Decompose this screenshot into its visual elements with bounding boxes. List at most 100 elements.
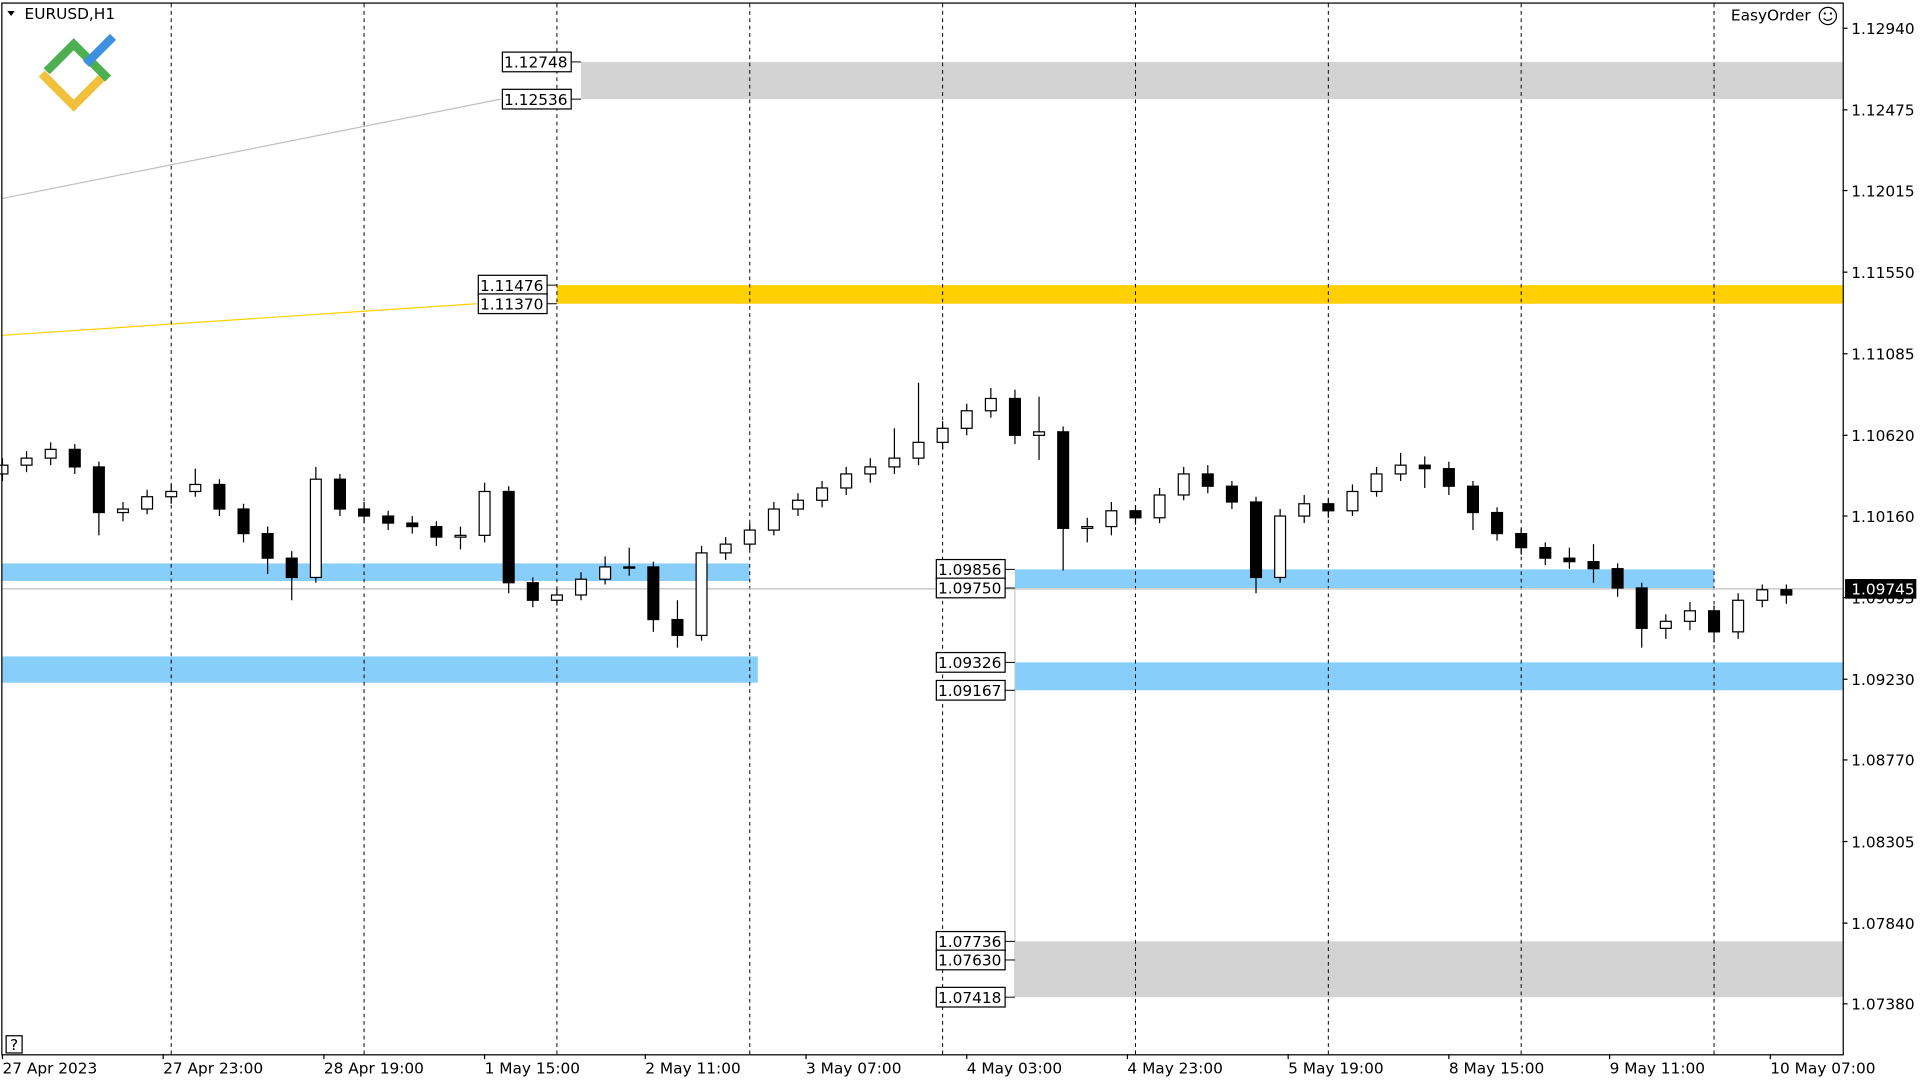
- candle-body: [719, 543, 732, 554]
- candle-body: [1346, 490, 1359, 512]
- x-tick-label: 5 May 19:00: [1288, 1059, 1383, 1077]
- candle-body: [1732, 599, 1745, 633]
- candle-body: [1274, 515, 1287, 579]
- candle-body: [1539, 547, 1552, 559]
- y-tick-label: 1.11085: [1851, 345, 1914, 363]
- plot-frame: [1, 2, 1844, 1056]
- candle-body: [671, 618, 684, 636]
- y-tick-label: 1.12475: [1851, 102, 1914, 120]
- candle-body: [864, 466, 877, 475]
- zone-price-label-box: [501, 51, 572, 73]
- x-tick-label: 4 May 03:00: [967, 1059, 1062, 1077]
- y-tick-label: 1.07840: [1851, 915, 1914, 933]
- candle-body: [1708, 610, 1721, 633]
- zone-price-label: 1.11370: [480, 295, 543, 313]
- candle-body: [1587, 561, 1600, 570]
- last-price-box: [1845, 579, 1917, 599]
- candle-body: [840, 473, 853, 489]
- candle-body: [165, 490, 178, 498]
- candle-body: [912, 441, 925, 459]
- candle-body: [1081, 525, 1094, 529]
- candle-body: [478, 490, 491, 536]
- zone-price-label-box: [935, 577, 1006, 599]
- y-tick-label: 1.09230: [1851, 671, 1914, 689]
- y-tick-label: 1.11550: [1851, 264, 1914, 282]
- candle-body: [984, 397, 997, 412]
- x-tick-label: 28 Apr 19:00: [324, 1059, 424, 1077]
- labels-layer: 1.127481.125361.114761.113701.098561.097…: [1, 20, 1917, 1077]
- candle-body: [1225, 485, 1238, 503]
- indicator-icon[interactable]: [1818, 6, 1838, 26]
- zone-price-label: 1.09167: [938, 682, 1001, 700]
- last-price-label: 1.09745: [1851, 581, 1914, 599]
- x-tick-label: 27 Apr 23:00: [163, 1059, 263, 1077]
- logo: [38, 33, 117, 112]
- candle-body: [767, 508, 780, 531]
- y-tick-label: 1.10160: [1851, 508, 1914, 526]
- candle-body: [1033, 431, 1046, 436]
- zone-price-label: 1.09856: [938, 561, 1001, 579]
- candle-body: [1057, 431, 1070, 529]
- zone: [2, 656, 758, 683]
- candle-body: [526, 582, 539, 601]
- x-tick-label: 27 Apr 2023: [2, 1059, 97, 1077]
- zone: [1014, 662, 1843, 691]
- candle-body: [1201, 473, 1214, 487]
- candle-body: [1370, 473, 1383, 493]
- candle-body: [1780, 589, 1793, 596]
- x-tick-label: 4 May 23:00: [1127, 1059, 1222, 1077]
- candle-body: [454, 534, 467, 538]
- x-tick-label: 9 May 11:00: [1610, 1059, 1705, 1077]
- candle-body: [743, 529, 756, 545]
- trendline: [2, 303, 477, 336]
- candle-body: [1177, 473, 1190, 496]
- candle-body: [430, 525, 443, 538]
- zone-price-label-box: [477, 293, 548, 315]
- x-tick-label: 3 May 07:00: [806, 1059, 901, 1077]
- candle-body: [1563, 557, 1576, 563]
- trendline: [2, 98, 501, 200]
- zone: [581, 61, 1843, 100]
- help-button[interactable]: [5, 1035, 23, 1054]
- candle-body: [936, 427, 949, 443]
- symbol-menu[interactable]: [7, 11, 15, 16]
- candle-body: [92, 466, 105, 514]
- candle-body: [647, 566, 660, 621]
- help-label: ?: [10, 1036, 18, 1054]
- y-tick-label: 1.12015: [1851, 182, 1914, 200]
- candle-body: [1442, 468, 1455, 487]
- y-tick-label: 1.08305: [1851, 833, 1914, 851]
- candle-body: [116, 508, 130, 514]
- candle-body: [1322, 503, 1335, 512]
- candle-body: [791, 499, 805, 510]
- candle-body: [1611, 568, 1624, 589]
- candle-body: [68, 448, 81, 468]
- candle-body: [358, 508, 371, 517]
- candles-layer: [0, 382, 1793, 648]
- candle-body: [502, 490, 515, 584]
- candle-body: [382, 515, 395, 524]
- zone-price-label-box: [501, 88, 572, 110]
- zone: [1014, 941, 1843, 998]
- candle-body: [1153, 494, 1166, 519]
- zone: [2, 563, 750, 581]
- x-tick-label: 10 May 07:00: [1770, 1059, 1875, 1077]
- x-tick-label: 1 May 15:00: [485, 1059, 580, 1077]
- candle-body: [213, 483, 226, 510]
- candle-body: [285, 557, 298, 579]
- candle-body: [309, 478, 322, 579]
- candle-body: [574, 578, 588, 596]
- candle-body: [141, 496, 154, 510]
- zone-price-label: 1.12748: [504, 54, 567, 72]
- zone-price-label: 1.09326: [938, 654, 1001, 672]
- candle-body: [189, 483, 202, 493]
- candle-body: [550, 594, 563, 601]
- zone-price-label: 1.12536: [504, 91, 567, 109]
- candle-body: [1008, 397, 1021, 436]
- candle-body: [44, 448, 57, 459]
- y-tick-label: 1.08770: [1851, 752, 1914, 770]
- candle-body: [1683, 610, 1696, 622]
